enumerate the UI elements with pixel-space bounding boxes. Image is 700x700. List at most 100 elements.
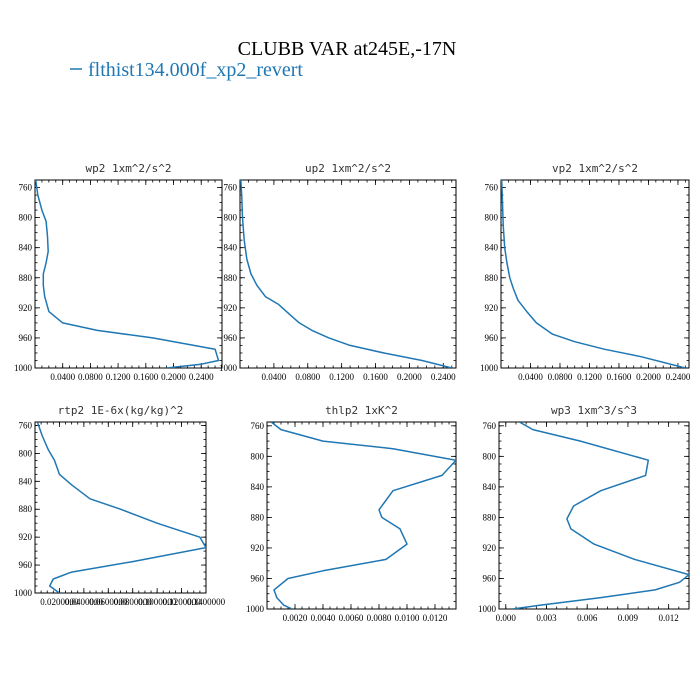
figure-title: CLUBB VAR at245E,-17N xyxy=(238,38,457,60)
x-tick-label: 0.1000000 xyxy=(138,597,177,607)
y-tick-label: 960 xyxy=(483,573,497,583)
y-tick-label: 1000 xyxy=(14,363,33,373)
x-tick-label: 0.0400 xyxy=(262,372,287,382)
series-line xyxy=(270,422,456,609)
x-tick-label: 0.000 xyxy=(496,613,517,623)
y-tick-label: 760 xyxy=(485,183,499,193)
y-tick-label: 760 xyxy=(19,183,33,193)
y-tick-label: 960 xyxy=(19,560,33,570)
series-line xyxy=(36,422,206,593)
y-tick-label: 800 xyxy=(483,451,497,461)
x-tick-label: 0.2000 xyxy=(636,372,661,382)
plot-frame xyxy=(498,421,690,610)
series-line xyxy=(512,422,689,609)
panel-title: wp3 1xm^3/s^3 xyxy=(551,404,637,417)
x-tick-label: 0.0040 xyxy=(311,613,336,623)
y-tick-label: 840 xyxy=(19,476,33,486)
plot-frame xyxy=(34,179,223,369)
panel-1: up2 1xm^2/s^2 760 800 840 880 920 960 1000 0.040… xyxy=(219,162,457,382)
x-tick-label: 0.1600 xyxy=(607,372,632,382)
plot-frame xyxy=(500,179,690,369)
panels: wp2 1xm^2/s^2 760 800 840 880 920 960 1000 0.040… xyxy=(14,162,691,623)
x-tick-label: 0.0800 xyxy=(295,372,320,382)
y-tick-label: 800 xyxy=(251,451,265,461)
y-tick-label: 1000 xyxy=(219,363,238,373)
panel-title: rtp2 1E-6x(kg/kg)^2 xyxy=(58,404,184,417)
panel-3: rtp2 1E-6x(kg/kg)^2 760 800 840 880 920 960 100… xyxy=(14,404,226,607)
y-tick-label: 1000 xyxy=(14,588,33,598)
y-tick-label: 920 xyxy=(19,532,33,542)
plot-frame xyxy=(239,179,457,369)
x-tick-label: 0.0200000 xyxy=(40,597,79,607)
x-tick-label: 0.1200 xyxy=(577,372,602,382)
y-tick-label: 880 xyxy=(483,512,497,522)
panel-title: vp2 1xm^2/s^2 xyxy=(552,162,638,175)
y-tick-label: 880 xyxy=(19,273,33,283)
x-tick-label: 0.2400 xyxy=(431,372,456,382)
y-tick-label: 800 xyxy=(485,213,499,223)
x-tick-label: 0.0100 xyxy=(395,613,420,623)
y-tick-label: 1000 xyxy=(480,363,499,373)
x-tick-label: 0.1200 xyxy=(106,372,131,382)
panel-title: wp2 1xm^2/s^2 xyxy=(85,162,171,175)
y-tick-label: 1000 xyxy=(478,604,497,614)
y-tick-label: 920 xyxy=(485,303,499,313)
x-tick-label: 0.2000 xyxy=(397,372,422,382)
x-tick-label: 0.0400 xyxy=(518,372,543,382)
y-tick-label: 960 xyxy=(485,333,499,343)
y-tick-label: 920 xyxy=(224,303,238,313)
panel-title: up2 1xm^2/s^2 xyxy=(305,162,391,175)
x-tick-label: 0.0020 xyxy=(283,613,308,623)
y-tick-label: 840 xyxy=(19,243,33,253)
y-tick-label: 960 xyxy=(19,333,33,343)
x-tick-label: 0.1600 xyxy=(133,372,158,382)
x-tick-label: 0.006 xyxy=(577,613,598,623)
x-tick-label: 0.0800 xyxy=(548,372,573,382)
panel-title: thlp2 1xK^2 xyxy=(325,404,398,417)
y-tick-label: 760 xyxy=(224,183,238,193)
y-tick-label: 880 xyxy=(251,512,265,522)
y-tick-label: 800 xyxy=(19,448,33,458)
x-tick-label: 0.2000 xyxy=(161,372,186,382)
y-tick-label: 840 xyxy=(483,482,497,492)
y-tick-label: 760 xyxy=(19,420,33,430)
y-tick-label: 960 xyxy=(251,573,265,583)
y-tick-label: 840 xyxy=(251,482,265,492)
series-line xyxy=(35,180,220,368)
y-tick-label: 1000 xyxy=(246,604,265,614)
x-tick-label: 0.0600000 xyxy=(89,597,128,607)
x-tick-label: 0.0060 xyxy=(339,613,364,623)
y-tick-label: 880 xyxy=(485,273,499,283)
plot-frame xyxy=(266,421,457,610)
x-tick-label: 0.0120 xyxy=(423,613,448,623)
x-tick-label: 0.0400000 xyxy=(65,597,104,607)
panel-2: vp2 1xm^2/s^2 760 800 840 880 920 960 1000 0.040… xyxy=(480,162,691,382)
x-tick-label: 0.012 xyxy=(659,613,679,623)
x-tick-label: 0.1600 xyxy=(363,372,388,382)
x-tick-label: 0.003 xyxy=(536,613,557,623)
panel-0: wp2 1xm^2/s^2 760 800 840 880 920 960 1000 0.040… xyxy=(14,162,223,382)
x-tick-label: 0.2400 xyxy=(666,372,691,382)
legend: flthist134.000f_xp2_revert xyxy=(70,59,303,81)
y-tick-label: 880 xyxy=(224,273,238,283)
panel-5: wp3 1xm^3/s^3 760 800 840 880 920 960 10000.000… xyxy=(478,404,690,623)
x-tick-label: 0.0080 xyxy=(367,613,392,623)
y-tick-label: 800 xyxy=(19,213,33,223)
y-tick-label: 760 xyxy=(251,421,265,431)
y-tick-label: 800 xyxy=(224,213,238,223)
y-tick-label: 840 xyxy=(224,243,238,253)
y-tick-label: 920 xyxy=(483,543,497,553)
y-tick-label: 920 xyxy=(251,543,265,553)
x-tick-label: 0.1400000 xyxy=(187,597,226,607)
y-tick-label: 920 xyxy=(19,303,33,313)
x-tick-label: 0.1200 xyxy=(329,372,354,382)
x-tick-label: 0.0800 xyxy=(78,372,103,382)
y-tick-label: 760 xyxy=(483,421,497,431)
series-line xyxy=(240,180,452,368)
x-tick-label: 0.2400 xyxy=(189,372,214,382)
x-tick-label: 0.0800000 xyxy=(114,597,153,607)
series-line xyxy=(501,180,686,368)
y-tick-label: 960 xyxy=(224,333,238,343)
